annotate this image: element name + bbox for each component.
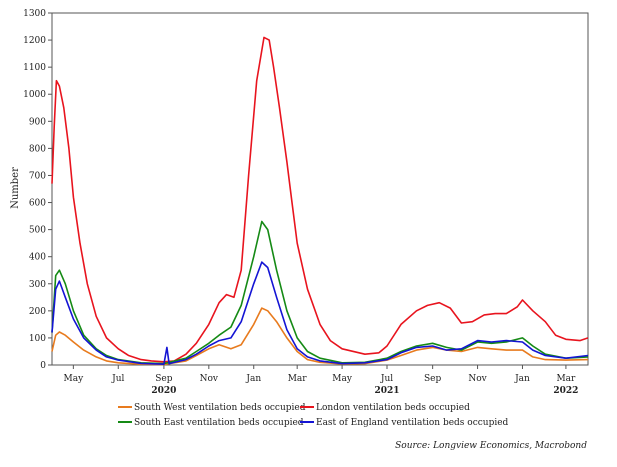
y-tick-label: 800 (29, 144, 46, 154)
legend-label: East of England ventilation beds occupie… (316, 418, 509, 428)
legend-item: London ventilation beds occupied (300, 403, 470, 413)
x-year-label: 2022 (553, 386, 578, 396)
x-tick-label: Jul (380, 374, 393, 384)
y-tick-label: 400 (29, 253, 46, 263)
x-year-label: 2020 (151, 386, 176, 396)
plot-border (51, 12, 589, 366)
series-line-3 (51, 261, 589, 365)
x-tick-label: Jul (111, 374, 124, 384)
legend-item: South West ventilation beds occupied (118, 403, 306, 413)
plot-frame (51, 12, 589, 366)
y-tick-label: 700 (29, 171, 46, 181)
x-tick-label: Nov (468, 374, 487, 384)
y-axis-title: Number (10, 167, 21, 209)
y-tick-label: 0 (40, 361, 46, 371)
legend-label: London ventilation beds occupied (316, 403, 470, 413)
x-tick-label: May (332, 374, 353, 384)
series-line-2 (51, 220, 589, 365)
x-axis: May Jul Sep Nov Jan Mar May Jul Sep Nov Jan Mar 2020… (64, 365, 578, 396)
y-tick-label: 300 (29, 280, 46, 290)
legend-item: South East ventilation beds occupied (118, 418, 304, 428)
series-line-0 (51, 307, 589, 366)
x-tick-label: Nov (200, 374, 219, 384)
x-tick-label: Jan (245, 374, 261, 384)
x-year-label: 2021 (374, 386, 399, 396)
x-tick-label: Sep (155, 374, 172, 384)
y-axis: 0 100 200 300 400 500 600 700 800 900 1000 1100 1200… (23, 9, 52, 371)
x-tick-label: Sep (424, 374, 441, 384)
legend-item: East of England ventilation beds occupie… (300, 418, 509, 428)
y-tick-label: 600 (29, 199, 46, 209)
legend-label: South West ventilation beds occupied (134, 403, 306, 413)
series-line-1 (51, 36, 589, 363)
y-tick-label: 1200 (23, 36, 46, 46)
y-tick-label: 1000 (23, 90, 46, 100)
y-tick-label: 200 (29, 307, 46, 317)
legend: South West ventilation beds occupied Lond… (118, 403, 509, 428)
y-tick-label: 1300 (23, 9, 46, 19)
source-note: Source: Longview Economics, Macrobond (395, 441, 587, 451)
x-tick-label: Mar (556, 374, 576, 384)
x-tick-label: Jan (514, 374, 530, 384)
series-lines (51, 36, 589, 366)
y-tick-label: 900 (29, 117, 46, 127)
x-tick-label: Mar (288, 374, 308, 384)
y-tick-label: 1100 (23, 63, 46, 73)
y-tick-label: 500 (29, 226, 46, 236)
x-tick-label: May (64, 374, 85, 384)
y-tick-label: 100 (29, 334, 46, 344)
legend-label: South East ventilation beds occupied (134, 418, 304, 428)
